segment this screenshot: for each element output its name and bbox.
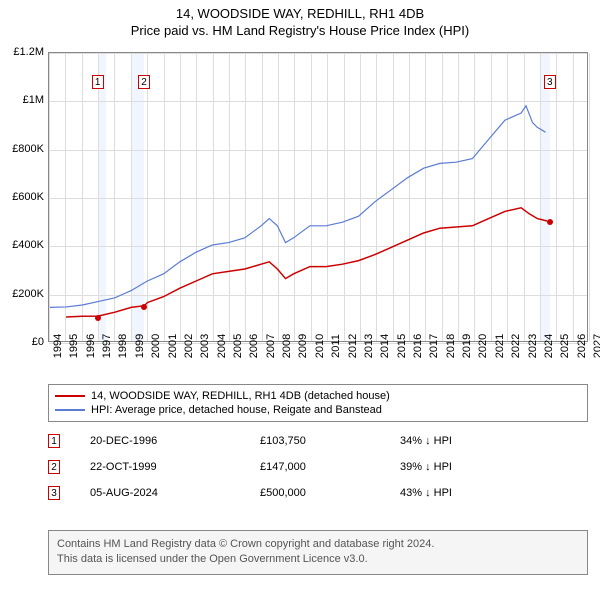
- chart-subtitle: Price paid vs. HM Land Registry's House …: [0, 21, 600, 42]
- x-axis-label: 2009: [297, 334, 309, 358]
- sale-date: 20-DEC-1996: [90, 435, 260, 447]
- sale-point: [95, 315, 101, 321]
- x-axis-label: 2008: [281, 334, 293, 358]
- legend-item: HPI: Average price, detached house, Reig…: [55, 403, 581, 417]
- x-axis-label: 2020: [477, 334, 489, 358]
- x-axis-label: 2011: [330, 334, 342, 358]
- x-axis-label: 2018: [445, 334, 457, 358]
- x-axis-label: 2000: [150, 334, 162, 358]
- sale-row: 1 20-DEC-1996£103,75034% ↓ HPI: [48, 428, 588, 454]
- legend: 14, WOODSIDE WAY, REDHILL, RH1 4DB (deta…: [48, 384, 588, 422]
- y-axis-label: £400K: [12, 239, 44, 251]
- x-axis-label: 2019: [461, 334, 473, 358]
- x-axis-label: 2013: [363, 334, 375, 358]
- plot-area: 1 2 3: [48, 52, 588, 342]
- x-axis-label: 2001: [167, 334, 179, 358]
- x-axis-label: 2004: [216, 334, 228, 358]
- x-axis-label: 2016: [412, 334, 424, 358]
- x-axis-label: 2010: [314, 334, 326, 358]
- x-axis-label: 2015: [396, 334, 408, 358]
- chart-title: 14, WOODSIDE WAY, REDHILL, RH1 4DB: [0, 0, 600, 21]
- sale-date: 22-OCT-1999: [90, 461, 260, 473]
- legend-swatch: [55, 395, 85, 397]
- x-axis-label: 1996: [85, 334, 97, 358]
- sale-row-marker: 3: [48, 486, 60, 500]
- sale-marker: 3: [544, 75, 556, 89]
- legend-label: HPI: Average price, detached house, Reig…: [91, 404, 382, 416]
- sale-diff: 39% ↓ HPI: [400, 461, 520, 473]
- x-axis-label: 1995: [68, 334, 80, 358]
- x-axis-label: 2006: [248, 334, 260, 358]
- x-axis-label: 2025: [559, 334, 571, 358]
- sale-marker: 1: [92, 75, 104, 89]
- attribution-box: Contains HM Land Registry data © Crown c…: [48, 530, 588, 575]
- y-axis-label: £800K: [12, 143, 44, 155]
- y-axis-label: £200K: [12, 288, 44, 300]
- x-axis-label: 2024: [543, 334, 555, 358]
- attribution-line1: Contains HM Land Registry data © Crown c…: [57, 537, 579, 552]
- x-axis-label: 1998: [117, 334, 129, 358]
- attribution-line2: This data is licensed under the Open Gov…: [57, 552, 579, 567]
- x-axis-label: 2023: [527, 334, 539, 358]
- sales-table: 1 20-DEC-1996£103,75034% ↓ HPI 2 22-OCT-199…: [48, 428, 588, 506]
- sale-row: 2 22-OCT-1999£147,00039% ↓ HPI: [48, 454, 588, 480]
- x-axis-label: 1999: [134, 334, 146, 358]
- y-axis-label: £1.2M: [13, 46, 44, 58]
- x-axis-label: 2014: [379, 334, 391, 358]
- x-axis-label: 1997: [101, 334, 113, 358]
- x-axis-label: 2002: [183, 334, 195, 358]
- sale-row: 3 05-AUG-2024£500,00043% ↓ HPI: [48, 480, 588, 506]
- sale-price: £147,000: [260, 461, 400, 473]
- sale-diff: 43% ↓ HPI: [400, 487, 520, 499]
- x-axis-label: 2022: [510, 334, 522, 358]
- x-axis-label: 2003: [199, 334, 211, 358]
- x-axis-label: 2026: [576, 334, 588, 358]
- x-axis-label: 2007: [265, 334, 277, 358]
- line-layer: [49, 53, 587, 341]
- sale-marker: 2: [138, 75, 150, 89]
- x-axis-label: 2017: [428, 334, 440, 358]
- sale-date: 05-AUG-2024: [90, 487, 260, 499]
- sale-price: £103,750: [260, 435, 400, 447]
- x-axis-label: 1994: [52, 334, 64, 358]
- legend-swatch: [55, 409, 85, 411]
- sale-row-marker: 1: [48, 434, 60, 448]
- chart-container: 14, WOODSIDE WAY, REDHILL, RH1 4DB Price…: [0, 0, 600, 590]
- series-property: [66, 208, 547, 317]
- x-axis-label: 2012: [347, 334, 359, 358]
- sale-point: [547, 219, 553, 225]
- y-axis-label: £600K: [12, 191, 44, 203]
- y-axis-label: £1M: [23, 94, 44, 106]
- gridline-v: [589, 53, 590, 341]
- legend-label: 14, WOODSIDE WAY, REDHILL, RH1 4DB (deta…: [91, 390, 390, 402]
- x-axis-label: 2021: [494, 334, 506, 358]
- y-axis-label: £0: [32, 336, 44, 348]
- x-axis-label: 2005: [232, 334, 244, 358]
- series-hpi: [50, 106, 546, 308]
- sale-row-marker: 2: [48, 460, 60, 474]
- x-axis-label: 2027: [592, 334, 600, 358]
- sale-point: [141, 304, 147, 310]
- sale-price: £500,000: [260, 487, 400, 499]
- legend-item: 14, WOODSIDE WAY, REDHILL, RH1 4DB (deta…: [55, 389, 581, 403]
- sale-diff: 34% ↓ HPI: [400, 435, 520, 447]
